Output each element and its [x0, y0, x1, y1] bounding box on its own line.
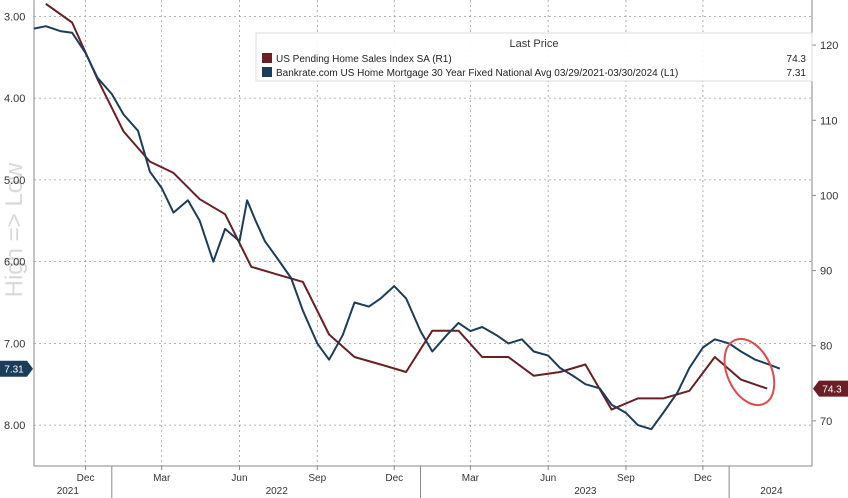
left-last-value-label: 7.31 [4, 365, 24, 376]
left-tick-label: 6.00 [4, 257, 25, 269]
legend-box [255, 32, 813, 82]
year-label: 2024 [760, 486, 783, 497]
legend-value-mortgage-rate: 7.31 [787, 68, 807, 79]
highlight-ellipse [723, 337, 776, 407]
series-line-mortgage-rate [33, 25, 781, 431]
series-layer [33, 2, 781, 431]
x-tick-label: Sep [617, 473, 635, 484]
x-axis: Dec Mar Jun Sep Dec Mar Jun Sep Dec 2021 2022 2023 2… [34, 465, 812, 498]
right-tick-label: 100 [820, 190, 838, 202]
x-tick-label: Sep [308, 473, 326, 484]
legend-label-pending-sales: US Pending Home Sales Index SA (R1) [276, 54, 452, 65]
left-tick-label: 4.00 [4, 93, 25, 105]
year-label: 2022 [266, 486, 289, 497]
x-tick-label: Dec [385, 473, 403, 484]
right-tick-label: 120 [820, 40, 838, 52]
legend: Last Price US Pending Home Sales Index S… [255, 32, 813, 82]
watermark-text: High => Low [1, 162, 28, 297]
right-tick-label: 110 [820, 115, 838, 127]
legend-swatch-mortgage-rate [262, 67, 272, 77]
legend-header: Last Price [510, 38, 559, 50]
left-tick-label: 5.00 [4, 175, 25, 187]
legend-swatch-pending-sales [262, 53, 272, 63]
left-axis: 3.00 4.00 5.00 6.00 7.00 8.00 7.31 [0, 0, 35, 466]
right-axis: 70 80 90 100 110 120 74.3 [811, 0, 848, 466]
left-tick-label: 7.00 [4, 338, 25, 350]
x-tick-label: Jun [231, 473, 247, 484]
x-tick-label: Jun [540, 473, 556, 484]
left-last-value-tag [0, 360, 33, 377]
legend-value-pending-sales: 74.3 [787, 54, 807, 65]
left-tick-label: 3.00 [4, 11, 25, 23]
year-label: 2023 [574, 486, 597, 497]
left-tick-label: 8.00 [4, 420, 25, 432]
x-tick-label: Mar [153, 473, 171, 484]
right-tick-label: 80 [820, 341, 832, 353]
right-last-value-label: 74.3 [822, 385, 842, 396]
x-tick-label: Mar [462, 473, 480, 484]
series-line-pending-home-sales [45, 2, 768, 411]
right-tick-label: 70 [820, 416, 832, 428]
right-last-value-tag [813, 380, 848, 397]
x-tick-label: Dec [77, 473, 95, 484]
year-label: 2021 [57, 486, 80, 497]
x-tick-label: Dec [694, 473, 712, 484]
right-tick-label: 90 [820, 266, 832, 278]
legend-label-mortgage-rate: Bankrate.com US Home Mortgage 30 Year Fi… [276, 68, 678, 79]
